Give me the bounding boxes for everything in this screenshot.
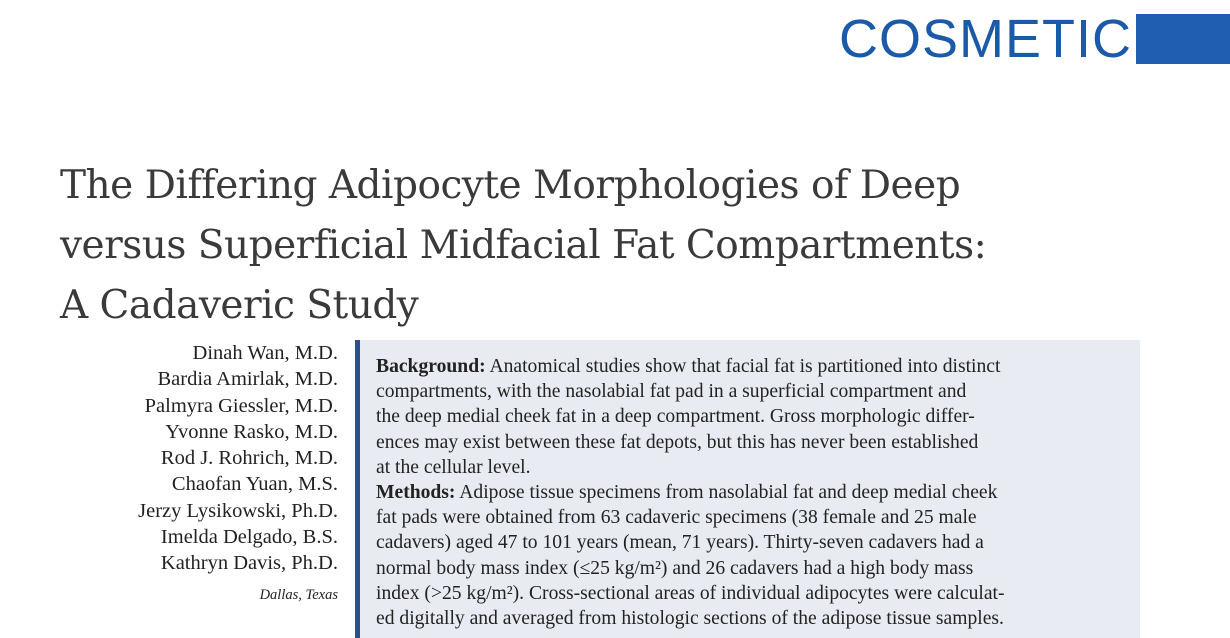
abstract-line: fat pads were obtained from 63 cadaveric…: [376, 507, 977, 529]
abstract-line: ences may exist between these fat depots…: [376, 431, 979, 453]
author-name: Jerzy Lysikowski, Ph.D.: [138, 499, 338, 522]
section-header: COSMETIC: [839, 12, 1230, 66]
abstract-line: cadavers) aged 47 to 101 years (mean, 71…: [376, 532, 984, 554]
abstract-line: Methods: Adipose tissue specimens from n…: [376, 480, 1128, 505]
abstract-line: ed digitally and averaged from histologi…: [376, 608, 1004, 630]
abstract-rule: [355, 340, 360, 638]
section-label: COSMETIC: [838, 9, 1132, 69]
abstract-line: compartments, with the nasolabial fat pa…: [376, 381, 967, 403]
abstract-line: index (>25 kg/m²). Cross-sectional areas…: [376, 582, 1005, 604]
affiliation: Dallas, Texas: [259, 586, 338, 603]
abstract: Background: Anatomical studies show that…: [360, 340, 1140, 638]
methods-label: Methods:: [376, 482, 456, 504]
abstract-line: at the cellular level.: [376, 456, 531, 478]
title-line: versus Superficial Midfacial Fat Compart…: [60, 223, 987, 268]
abstract-line: normal body mass index (≤25 kg/m²) and 2…: [376, 557, 974, 579]
article-title: The Differing Adipocyte Morphologies of …: [60, 156, 1180, 336]
title-line: The Differing Adipocyte Morphologies of …: [60, 163, 961, 208]
abstract-text: Adipose tissue specimens from nasolabial…: [455, 482, 998, 504]
author-list: Dinah Wan, M.D. Bardia Amirlak, M.D. Pal…: [60, 340, 338, 604]
abstract-line: the deep medial cheek fat in a deep comp…: [376, 406, 975, 428]
author-name: Yvonne Rasko, M.D.: [165, 420, 338, 443]
author-name: Bardia Amirlak, M.D.: [157, 368, 339, 391]
author-name: Chaofan Yuan, M.S.: [171, 473, 338, 496]
author-name: Imelda Delgado, B.S.: [160, 526, 338, 549]
background-label: Background:: [376, 356, 486, 377]
title-line: A Cadaveric Study: [60, 283, 419, 328]
section-color-bar: [1136, 14, 1230, 64]
author-name: Palmyra Giessler, M.D.: [144, 394, 338, 417]
author-name: Kathryn Davis, Ph.D.: [160, 552, 338, 575]
abstract-text: Anatomical studies show that facial fat …: [485, 356, 1001, 377]
author-name: Dinah Wan, M.D.: [192, 342, 338, 364]
abstract-line: Background: Anatomical studies show that…: [376, 354, 1128, 379]
author-name: Rod J. Rohrich, M.D.: [160, 447, 338, 470]
